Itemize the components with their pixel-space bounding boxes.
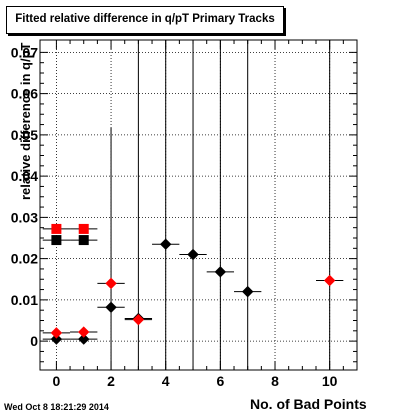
data-point-square — [51, 223, 62, 234]
data-point-diamond — [105, 301, 117, 314]
y-tick-label: 0.05 — [11, 127, 38, 143]
data-point-diamond — [50, 333, 63, 345]
x-tick-label: 6 — [216, 373, 224, 389]
y-tick-label: 0.02 — [11, 251, 38, 267]
data-point-square — [78, 223, 89, 234]
x-tick-label: 8 — [271, 373, 279, 389]
y-tick-label: 0.03 — [11, 209, 38, 225]
x-axis-label: No. of Bad Points — [250, 396, 367, 412]
x-tick-label: 2 — [107, 373, 115, 389]
timestamp: Wed Oct 8 18:21:29 2014 — [4, 402, 109, 412]
data-point-diamond — [105, 277, 117, 290]
x-tick-label: 0 — [52, 373, 60, 389]
data-point-diamond — [187, 248, 199, 261]
chart-title-box: Fitted relative difference in q/pT Prima… — [6, 6, 284, 34]
y-tick-label: 0.04 — [11, 168, 38, 184]
data-point-diamond — [78, 333, 90, 345]
data-point-diamond — [214, 266, 227, 278]
x-tick-label: 10 — [322, 373, 338, 389]
plot-area — [40, 40, 357, 370]
data-point-diamond — [159, 238, 172, 250]
data-point-square — [51, 235, 62, 246]
plot-frame — [39, 39, 358, 371]
x-tick-label: 4 — [162, 373, 170, 389]
y-tick-label: 0.06 — [11, 86, 38, 102]
data-point-diamond — [132, 313, 145, 326]
y-tick-label: 0 — [30, 333, 38, 349]
data-point-diamond — [241, 285, 254, 298]
data-point-diamond — [323, 274, 336, 287]
y-tick-label: 0.01 — [11, 292, 38, 308]
y-tick-label: 0.07 — [11, 44, 38, 60]
data-point-diamond — [78, 326, 90, 338]
data-point-square — [78, 235, 89, 246]
chart-title: Fitted relative difference in q/pT Prima… — [15, 13, 275, 25]
data-point-diamond — [50, 327, 63, 339]
